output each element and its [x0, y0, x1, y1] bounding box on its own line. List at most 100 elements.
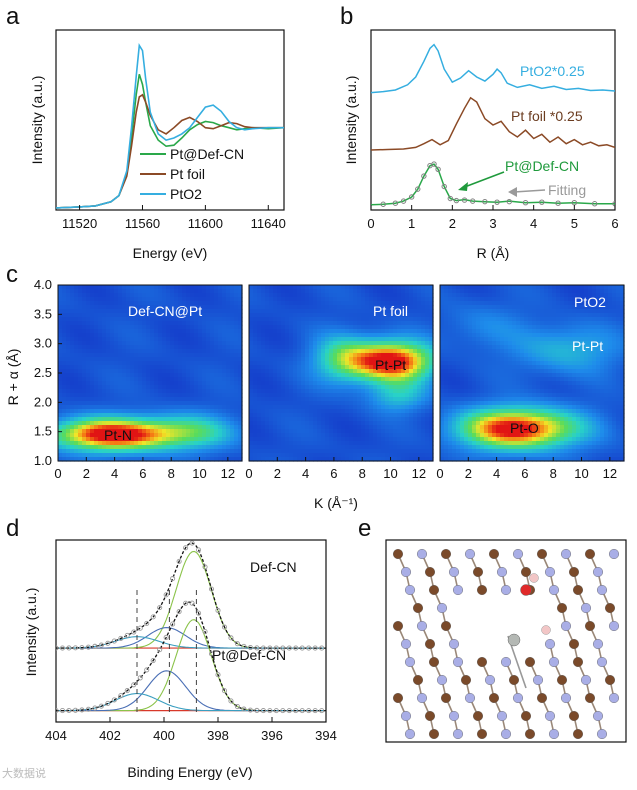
heatmap-cell [349, 393, 354, 398]
heatmap-cell [134, 365, 139, 370]
heatmap-cell [353, 293, 358, 298]
heatmap-cell [265, 313, 270, 318]
heatmap-cell [281, 285, 286, 290]
heatmap-cell [301, 393, 306, 398]
heatmap-cell [226, 365, 231, 370]
heatmap-cell [381, 313, 386, 318]
heatmap-cell [456, 417, 461, 422]
heatmap-cell [504, 381, 509, 386]
heatmap-cell [452, 325, 457, 330]
heatmap-cell [313, 365, 318, 370]
heatmap-cell [361, 409, 366, 414]
heatmap-cell [94, 321, 99, 326]
heatmap-cell [269, 305, 274, 310]
heatmap-cell [440, 337, 445, 342]
heatmap-cell [265, 445, 270, 450]
heatmap-cell [425, 453, 430, 458]
heatmap-cell [162, 289, 167, 294]
heatmap-cell [405, 385, 410, 390]
heatmap-cell [206, 325, 211, 330]
heatmap-cell [425, 289, 430, 294]
heatmap-cell [357, 293, 362, 298]
heatmap-cell [305, 425, 310, 430]
heatmap-cell [409, 441, 414, 446]
heatmap-cell [365, 321, 370, 326]
fitting-point [461, 197, 468, 203]
heatmap-cell [166, 389, 171, 394]
heatmap-cell [206, 425, 211, 430]
heatmap-cell [361, 377, 366, 382]
heatmap-cell [365, 349, 370, 354]
heatmap-cell [82, 385, 87, 390]
heatmap-cell [504, 309, 509, 314]
heatmap-cell [492, 405, 497, 410]
heatmap-cell [257, 377, 262, 382]
heatmap-cell [365, 441, 370, 446]
heatmap-cell [305, 361, 310, 366]
heatmap-cell [301, 313, 306, 318]
heatmap-cell [357, 385, 362, 390]
heatmap-cell [98, 413, 103, 418]
heatmap-cell [492, 313, 497, 318]
heatmap-cell [496, 333, 501, 338]
heatmap-cell [182, 425, 187, 430]
heatmap-cell [178, 449, 183, 454]
heatmap-cell [385, 457, 390, 462]
heatmap-cell [281, 301, 286, 306]
heatmap-cell [397, 453, 402, 458]
heatmap-cell [130, 329, 135, 334]
legend-ptdefcn: Pt@Def-CN [170, 146, 244, 162]
heatmap-cell [425, 417, 430, 422]
heatmap-cell [460, 381, 465, 386]
heatmap-cell [429, 357, 434, 362]
heatmap-cell [261, 429, 266, 434]
heatmap-cell [413, 333, 418, 338]
heatmap-cell [508, 413, 513, 418]
heatmap-cell [468, 409, 473, 414]
heatmap-cell [361, 349, 366, 354]
heatmap-cell [122, 365, 127, 370]
heatmap-cell [74, 321, 79, 326]
heatmap-cell [178, 397, 183, 402]
heatmap-cell [62, 373, 67, 378]
heatmap-cell [369, 313, 374, 318]
heatmap-cell [472, 301, 477, 306]
heatmap-cell [190, 421, 195, 426]
heatmap-cell [257, 441, 262, 446]
heatmap-cell [516, 341, 521, 346]
heatmap-cell [393, 313, 398, 318]
heatmap-cell [480, 325, 485, 330]
heatmap-cell [381, 421, 386, 426]
heatmap-cell [349, 449, 354, 454]
heatmap-cell [150, 357, 155, 362]
heatmap-cell [285, 369, 290, 374]
heatmap-cell [186, 449, 191, 454]
heatmap-cell [289, 385, 294, 390]
heatmap-cell [468, 333, 473, 338]
heatmap-cell [401, 429, 406, 434]
heatmap-cell [226, 413, 231, 418]
heatmap-cell [369, 421, 374, 426]
heatmap-cell [174, 413, 179, 418]
heatmap-cell [206, 445, 211, 450]
heatmap-cell [206, 365, 211, 370]
heatmap-cell [146, 337, 151, 342]
heatmap-cell [401, 357, 406, 362]
heatmap-cell [261, 381, 266, 386]
heatmap-cell [273, 325, 278, 330]
heatmap-cell [377, 293, 382, 298]
heatmap-cell [421, 309, 426, 314]
heatmap-cell [234, 333, 239, 338]
heatmap-cell [218, 341, 223, 346]
heatmap-cell [500, 293, 505, 298]
heatmap-cell [417, 369, 422, 374]
heatmap-cell [464, 317, 469, 322]
heatmap-cell [333, 293, 338, 298]
heatmap-cell [381, 345, 386, 350]
heatmap-cell [413, 317, 418, 322]
heatmap-cell [508, 325, 513, 330]
heatmap-cell [377, 449, 382, 454]
heatmap-cell [170, 385, 175, 390]
heatmap-cell [118, 441, 123, 446]
heatmap-cell [158, 353, 163, 358]
